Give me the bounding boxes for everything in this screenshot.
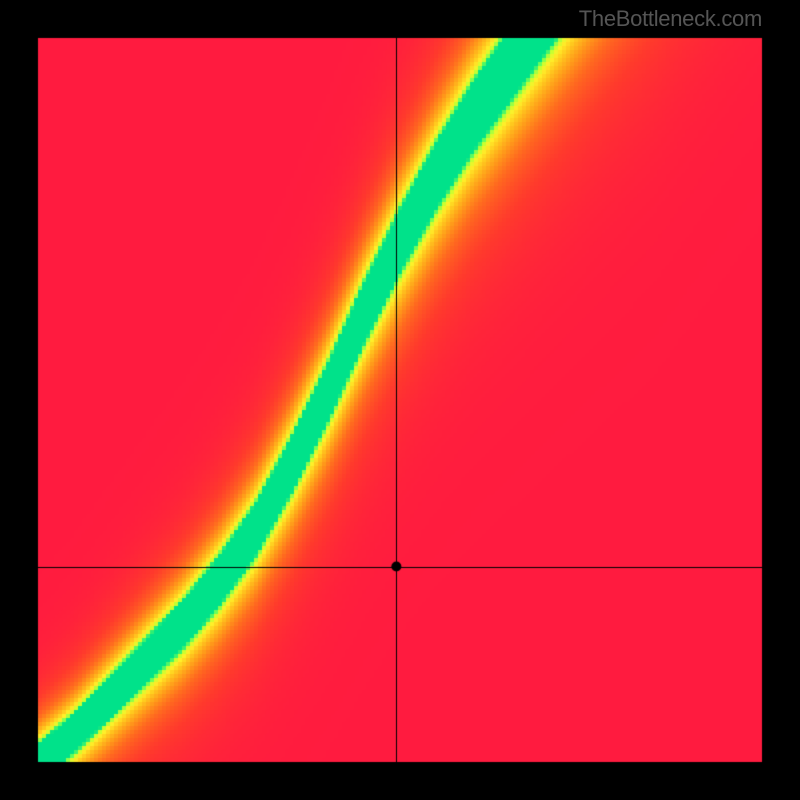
heatmap-canvas (0, 0, 800, 800)
watermark-text: TheBottleneck.com (579, 6, 762, 32)
